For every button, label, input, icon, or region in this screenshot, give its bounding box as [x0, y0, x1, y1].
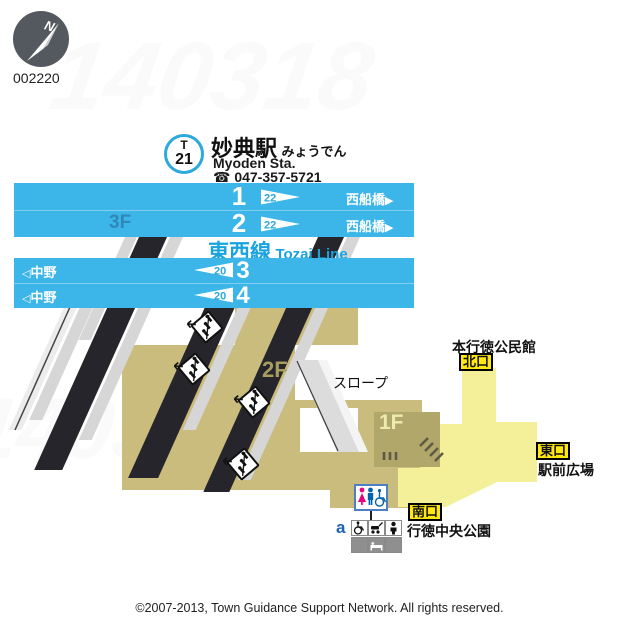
next-station-flag: 20: [194, 287, 233, 303]
platform-3-number: 3: [236, 257, 250, 284]
stroller-icon: [368, 520, 385, 536]
next-station-number: 22: [264, 220, 276, 232]
platform-3-destination: ◁中野: [22, 265, 57, 280]
person-icon: [385, 520, 402, 536]
handrail-line: [14, 306, 71, 431]
band-divider: [14, 283, 414, 284]
female-icon: [358, 487, 366, 505]
direction-arrow: ◁: [22, 293, 31, 305]
platform-1-number: 1: [231, 181, 247, 211]
south-exit-badge: 南口: [408, 503, 443, 521]
escalator-icon: [173, 352, 211, 386]
stair-band: [29, 307, 93, 420]
station-name-kana: みょうでん: [281, 144, 347, 159]
map-code: 002220: [13, 70, 60, 86]
band-divider: [14, 210, 414, 211]
platform-4-number: 4: [236, 282, 250, 309]
next-station-flag: 22: [261, 189, 300, 205]
slope-label: スロープ: [333, 375, 389, 391]
north-exit-destination: 本行徳公民館: [452, 339, 536, 355]
platform-2-number: 2: [231, 208, 247, 238]
station-number: 21: [175, 151, 193, 168]
next-station-number: 20: [214, 291, 226, 303]
next-station-flag: 20: [194, 262, 233, 278]
floor-label-2f: 2F: [262, 357, 288, 382]
direction-arrow: ▶: [385, 222, 394, 234]
station-plaza: [398, 368, 537, 507]
slope-ramp: [296, 360, 368, 452]
sign-post: [370, 511, 372, 522]
floor-label-3f: 3F: [109, 212, 132, 233]
escalator-band: [128, 307, 235, 478]
direction-arrow: ◁: [22, 268, 31, 280]
platform-2-destination: 西船橋▶: [346, 219, 394, 234]
wheelchair-icon: [374, 489, 386, 507]
platform-1-destination: 西船橋▶: [346, 192, 394, 207]
platform-band-34: ◁中野 20 3 ◁中野 20 4: [14, 258, 414, 308]
platform-band-3f: 1 22 西船橋▶ 3F 2 22 西船橋▶: [14, 183, 414, 237]
wheelchair-icon: [351, 520, 368, 536]
legend-cell: [351, 537, 368, 553]
escalator-icon: [186, 310, 224, 344]
next-station-number: 20: [214, 266, 226, 278]
restroom-icon: [358, 487, 386, 507]
male-icon: [367, 487, 374, 505]
station-number-badge: T 21: [164, 134, 204, 174]
restroom-sign: [354, 484, 388, 511]
copyright-notice: ©2007-2013, Town Guidance Support Networ…: [135, 601, 504, 615]
stair-band: [182, 307, 251, 430]
floor-label-1f: 1F: [379, 411, 404, 434]
line-symbol: T: [180, 138, 188, 152]
station-name-en: Myoden Sta.: [213, 155, 296, 171]
station-phone: ☎ 047-357-5721: [213, 169, 322, 185]
next-station-number: 22: [264, 193, 276, 205]
east-exit-destination: 駅前広場: [538, 462, 594, 478]
legend-cell: [385, 537, 402, 553]
toilet-tag-label: a: [336, 518, 346, 537]
station-name-ja: 妙典駅: [211, 136, 278, 161]
escalator-icon: [233, 385, 271, 419]
escalator-icon: [222, 447, 260, 481]
compass-icon: N: [13, 11, 69, 67]
platform-4-destination: ◁中野: [22, 290, 57, 305]
north-exit-badge: 北口: [459, 353, 494, 371]
bed-icon: [368, 537, 385, 553]
south-exit-destination: 行徳中央公園: [407, 523, 491, 539]
stairs-icon: [382, 437, 444, 462]
direction-arrow: ▶: [385, 195, 394, 207]
next-station-flag: 22: [261, 216, 300, 232]
east-exit-badge: 東口: [536, 442, 571, 460]
station-name: 妙典駅 みょうでん: [211, 131, 346, 163]
